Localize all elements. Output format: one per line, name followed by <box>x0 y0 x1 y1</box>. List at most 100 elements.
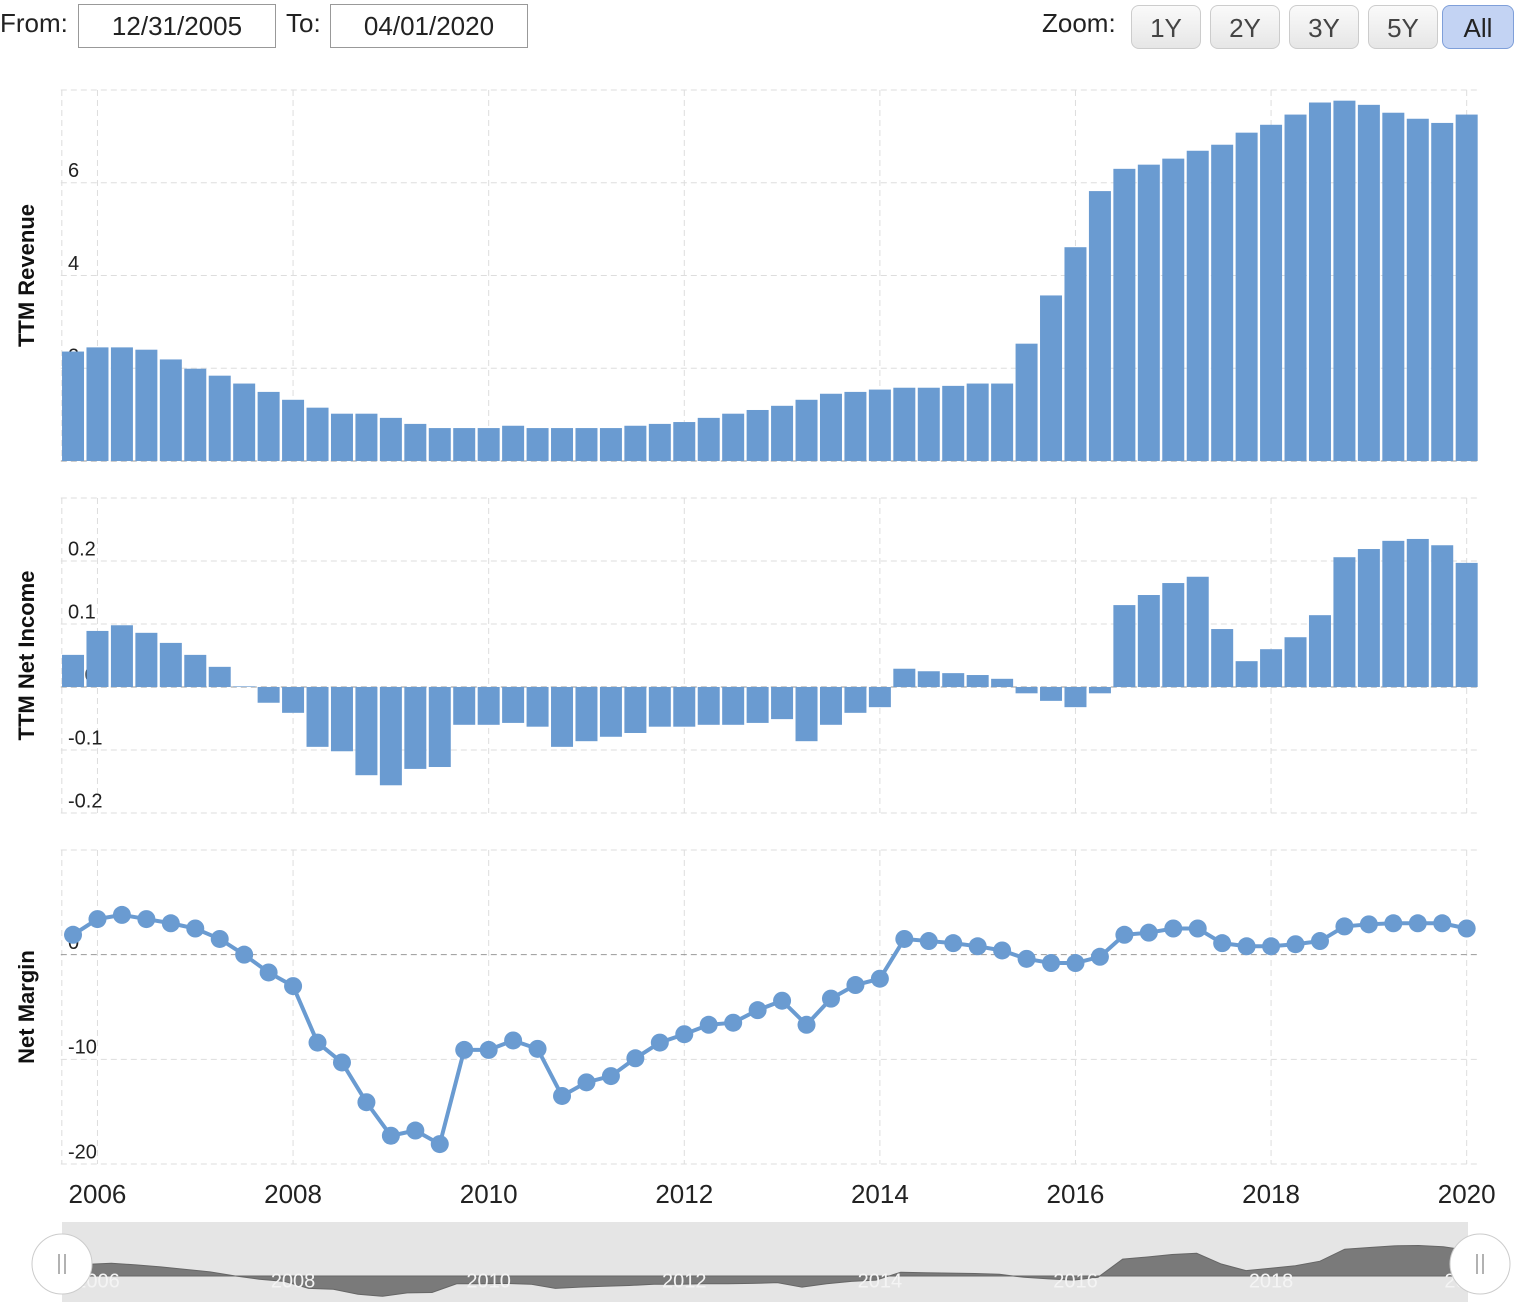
bar <box>477 687 500 725</box>
bar <box>1455 114 1478 462</box>
bar <box>966 383 989 461</box>
bar <box>551 428 574 461</box>
y-tick-label: -20 <box>68 1141 97 1163</box>
y-tick-label: -0.1 <box>68 727 102 749</box>
bar <box>746 687 769 723</box>
point <box>553 1086 572 1105</box>
bar <box>184 654 207 687</box>
point <box>161 914 180 933</box>
point <box>1408 914 1427 933</box>
point <box>1384 914 1403 933</box>
navigator-label: 2012 <box>662 1270 707 1292</box>
bar <box>62 351 85 461</box>
y-axis-title: TTM Revenue <box>14 204 39 347</box>
point <box>284 977 303 996</box>
x-tick-label: 2006 <box>69 1179 127 1209</box>
bar <box>991 678 1014 687</box>
point <box>332 1053 351 1072</box>
bar <box>1284 114 1307 462</box>
bar <box>1088 687 1111 694</box>
point <box>675 1025 694 1044</box>
bar <box>942 385 965 461</box>
bar <box>86 347 109 461</box>
point <box>1188 919 1207 938</box>
x-tick-label: 2012 <box>655 1179 713 1209</box>
navigator-handle[interactable] <box>31 1233 93 1295</box>
bar <box>1235 132 1258 462</box>
bar <box>575 428 598 461</box>
bar <box>746 409 769 461</box>
bar <box>868 389 891 461</box>
bar <box>1382 540 1405 687</box>
bar <box>379 687 402 786</box>
point <box>406 1121 425 1140</box>
bar <box>355 687 378 776</box>
point <box>748 1001 767 1020</box>
y-tick-label: -10 <box>68 1037 97 1059</box>
y-axis-title: Net Margin <box>14 950 39 1064</box>
bar <box>330 687 353 752</box>
bar <box>1064 247 1087 461</box>
bar <box>771 405 794 461</box>
bar <box>1186 150 1209 461</box>
point <box>88 910 107 929</box>
point <box>64 925 83 944</box>
point <box>895 929 914 948</box>
bar <box>404 423 427 461</box>
bar <box>599 428 622 461</box>
point <box>137 910 156 929</box>
point <box>870 969 889 988</box>
bar <box>1431 545 1454 687</box>
point <box>1310 932 1329 951</box>
bar <box>257 687 280 703</box>
point <box>626 1049 645 1068</box>
from-label: From: <box>0 8 68 38</box>
bar <box>819 687 842 725</box>
zoom-button[interactable]: All <box>1442 5 1514 49</box>
point <box>1139 923 1158 942</box>
navigator-handle[interactable] <box>1449 1233 1511 1295</box>
point <box>504 1031 523 1050</box>
bar <box>428 687 451 768</box>
from-input[interactable]: 12/31/2005 <box>78 4 276 48</box>
bar <box>697 417 720 461</box>
bar <box>697 687 720 725</box>
to-input[interactable]: 04/01/2020 <box>330 4 528 48</box>
bar <box>1137 595 1160 687</box>
bar <box>1162 583 1185 687</box>
bar <box>1137 164 1160 461</box>
bar <box>942 673 965 687</box>
zoom-button[interactable]: 2Y <box>1210 5 1280 49</box>
bar <box>86 630 109 687</box>
bar <box>1455 562 1478 687</box>
y-tick-label: 0.2 <box>68 538 96 560</box>
bar <box>624 687 647 733</box>
bar <box>893 387 916 461</box>
point <box>1115 925 1134 944</box>
bar <box>599 687 622 737</box>
bar <box>1040 295 1063 461</box>
bar <box>62 654 85 687</box>
point <box>235 945 254 964</box>
bar <box>355 413 378 461</box>
bar <box>1113 605 1136 687</box>
bar <box>575 687 598 742</box>
bar <box>648 687 671 727</box>
bar <box>208 375 231 461</box>
zoom-button[interactable]: 1Y <box>1131 5 1201 49</box>
point <box>528 1039 547 1058</box>
point <box>797 1015 816 1034</box>
bar <box>1431 122 1454 462</box>
bar <box>917 387 940 461</box>
x-tick-label: 2018 <box>1242 1179 1300 1209</box>
y-tick-label: 4 <box>68 253 79 275</box>
point <box>381 1126 400 1145</box>
zoom-button[interactable]: 3Y <box>1289 5 1359 49</box>
x-tick-label: 2010 <box>460 1179 518 1209</box>
bar <box>526 687 549 727</box>
zoom-button[interactable]: 5Y <box>1368 5 1438 49</box>
bar <box>624 425 647 461</box>
point <box>919 932 938 951</box>
point <box>577 1073 596 1092</box>
bar <box>330 413 353 461</box>
